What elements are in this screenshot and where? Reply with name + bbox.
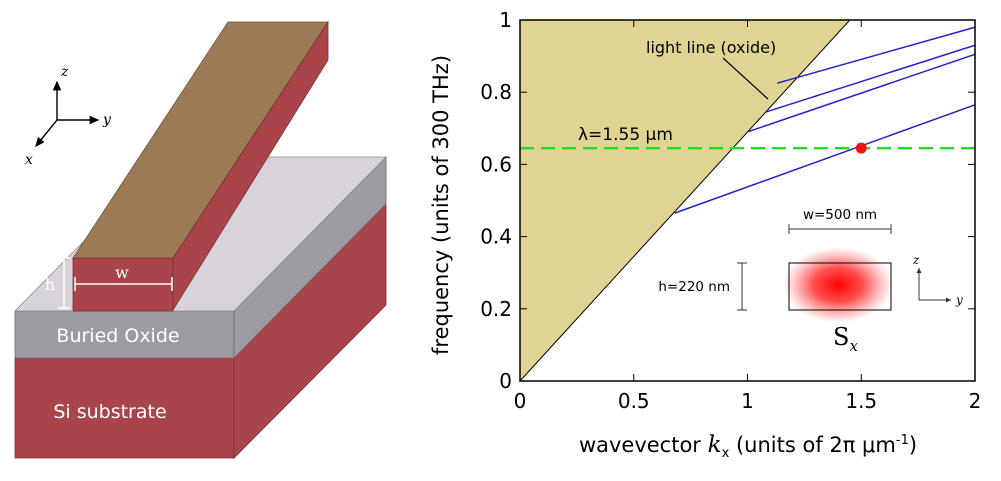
inset-y-label: y [955, 293, 963, 307]
light-line-label: light line (oxide) [646, 38, 776, 57]
x-tick-label: 0.5 [618, 389, 650, 413]
x-tick-label: 2 [969, 389, 982, 413]
inset-width-label: w=500 nm [803, 207, 877, 223]
mode-label-subscript: x [849, 337, 858, 355]
y-axis-title: frequency (units of 300 THz) [429, 55, 453, 355]
y-tick-label: 0 [499, 369, 512, 393]
y-tick-label: 1 [499, 8, 512, 32]
inset-z-label: z [912, 253, 920, 267]
y-ticks: 0 0.2 0.4 0.6 0.8 1 [480, 8, 975, 393]
mode-profile [783, 247, 893, 323]
x-axis-arrow [35, 119, 58, 148]
y-tick-label: 0.4 [480, 225, 512, 249]
band-line-3 [765, 44, 976, 113]
band-line-1 [674, 104, 976, 214]
x-tick-label: 1 [741, 389, 754, 413]
light-line-pointer [722, 57, 769, 100]
x-tick-label: 1.5 [845, 389, 877, 413]
y-tick-label: 0.6 [480, 152, 512, 176]
band-lines [674, 26, 976, 214]
x-ticks: 0 0.5 1 1.5 2 [514, 20, 982, 413]
x-axis-title-units: (units of 2π μm [736, 433, 896, 457]
wavelength-label: λ=1.55 μm [578, 125, 673, 145]
operating-point-marker [855, 142, 867, 154]
x-axis-title-units-close: ) [909, 433, 917, 457]
inset-core-outline [788, 262, 892, 311]
x-axis-title-subscript: x [722, 446, 730, 461]
buried-oxide-label: Buried Oxide [56, 325, 179, 347]
inset-height-label: h=220 nm [658, 279, 730, 295]
mode-inset: w=500 nm h=220 nm Sx z y [658, 207, 963, 355]
y-tick-label: 0.2 [480, 297, 512, 321]
band-line-4 [776, 26, 976, 84]
waveguide-diagram: h w Buried Oxide Si substrate z y x [14, 20, 387, 459]
band-line-2 [747, 53, 976, 133]
y-axis-label: y [102, 112, 112, 128]
mode-label-main: S [833, 323, 849, 351]
x-axis-label: x [25, 152, 33, 168]
x-axis-title-units-sup: -1 [896, 433, 909, 448]
mode-label: Sx [833, 323, 858, 355]
w-label: w [115, 263, 129, 282]
x-axis-title: wavevector kx (units of 2π μm-1) [579, 432, 917, 461]
x-axis-title-main: wavevector [579, 433, 701, 457]
x-axis-title-symbol: k [708, 432, 722, 458]
x-tick-label: 0 [514, 389, 527, 413]
coordinate-axes: z y x [25, 64, 112, 168]
z-axis-label: z [60, 64, 69, 80]
dispersion-chart: 0 0.5 1 1.5 2 0 0.2 0.4 0.6 0.8 1 light line (oxi… [429, 8, 981, 461]
h-label: h [45, 275, 55, 294]
substrate-label: Si substrate [53, 401, 166, 423]
y-tick-label: 0.8 [480, 80, 512, 104]
